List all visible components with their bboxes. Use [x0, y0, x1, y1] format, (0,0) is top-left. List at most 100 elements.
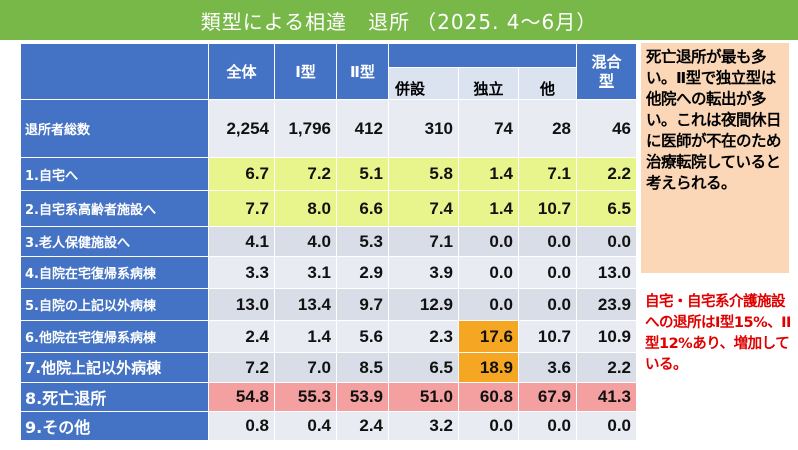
cell-value: 7.1 — [517, 157, 578, 191]
row-label: 6.他院在宅復帰系病棟 — [20, 320, 209, 353]
cell-value: 55.3 — [274, 382, 337, 412]
cell-value: 5.3 — [336, 226, 389, 257]
cell-value: 6.5 — [388, 352, 459, 383]
cell-value: 74 — [458, 99, 519, 158]
header-mixed-line1: 混合 — [591, 52, 622, 71]
table-row: 7.他院上記以外病棟 7.2 7.0 8.5 6.5 18.9 3.6 2.2 — [20, 352, 638, 383]
cell-value: 8.5 — [336, 352, 389, 383]
cell-value: 1.4 — [458, 157, 519, 191]
cell-value: 0.0 — [517, 226, 578, 257]
cell-value: 0.4 — [274, 411, 337, 441]
cell-value: 5.8 — [388, 157, 459, 191]
cell-value: 3.2 — [388, 411, 459, 441]
row-label: 4.自院在宅復帰系病棟 — [20, 256, 209, 289]
header-attached: 併設 — [388, 67, 459, 100]
cell-value: 41.3 — [576, 382, 638, 412]
cell-value: 2.2 — [576, 157, 638, 191]
row-label: 8.死亡退所 — [20, 382, 209, 412]
header-mixed: 混合 型 — [576, 43, 638, 100]
cell-value: 1.4 — [274, 320, 337, 353]
table-row-total: 退所者総数 2,254 1,796 412 310 74 28 46 — [20, 99, 638, 158]
cell-value: 51.0 — [388, 382, 459, 412]
comment-box: 死亡退所が最も多い。Ⅱ型で独立型は他院への転出が多い。これは夜間休日に医師が不在… — [641, 43, 789, 273]
cell-value: 67.9 — [517, 382, 578, 412]
page-subtitle: （2025. 4〜6月） — [416, 9, 598, 34]
cell-value: 0.0 — [517, 411, 578, 441]
cell-value: 1,796 — [274, 99, 337, 158]
cell-value: 5.6 — [336, 320, 389, 353]
header-mixed-line2: 型 — [599, 71, 615, 90]
cell-value: 28 — [517, 99, 578, 158]
cell-value: 0.0 — [576, 226, 638, 257]
table-row: 1.自宅へ 6.7 7.2 5.1 5.8 1.4 7.1 2.2 — [20, 157, 638, 191]
header-type2-group — [387, 43, 578, 68]
title-bar: 類型による相違 退所 （2025. 4〜6月） — [0, 0, 798, 40]
row-label: 3.老人保健施設へ — [20, 226, 209, 257]
cell-value: 13.4 — [274, 288, 337, 321]
cell-value: 310 — [388, 99, 459, 158]
cell-value: 7.7 — [208, 190, 275, 227]
cell-value: 7.2 — [208, 352, 275, 383]
table-row: 6.他院在宅復帰系病棟 2.4 1.4 5.6 2.3 17.6 10.7 10… — [20, 320, 638, 353]
cell-value: 2.9 — [336, 256, 389, 289]
header-type1: Ⅰ型 — [274, 43, 337, 100]
cell-value: 0.0 — [458, 288, 519, 321]
cell-value: 0.0 — [458, 411, 519, 441]
table-row-death: 8.死亡退所 54.8 55.3 53.9 51.0 60.8 67.9 41.… — [20, 382, 638, 412]
cell-value: 23.9 — [576, 288, 638, 321]
cell-value: 6.7 — [208, 157, 275, 191]
cell-value: 3.3 — [208, 256, 275, 289]
cell-value: 5.1 — [336, 157, 389, 191]
page-title: 類型による相違 退所 — [200, 9, 411, 34]
cell-value: 46 — [576, 99, 638, 158]
table-row: 5.自院の上記以外病棟 13.0 13.4 9.7 12.9 0.0 0.0 2… — [20, 288, 638, 321]
header-independent: 独立 — [458, 67, 519, 100]
cell-value: 10.7 — [517, 190, 578, 227]
cell-value: 13.0 — [576, 256, 638, 289]
cell-value: 2.4 — [336, 411, 389, 441]
cell-value: 0.0 — [576, 411, 638, 441]
header-all: 全体 — [208, 43, 275, 100]
comment-red: 自宅・自宅系介護施設への退所はI型15%、II型12%あり、増加している。 — [645, 294, 791, 373]
cell-value: 2.2 — [576, 352, 638, 383]
cell-value: 3.6 — [517, 352, 578, 383]
cell-value: 1.4 — [458, 190, 519, 227]
discharge-table: 全体 Ⅰ型 Ⅱ型 混合 型 併設 独立 他 退所者総数 2,254 1,796 … — [20, 43, 638, 441]
cell-value: 60.8 — [458, 382, 519, 412]
table-row: 2.自宅系高齢者施設へ 7.7 8.0 6.6 7.4 1.4 10.7 6.5 — [20, 190, 638, 227]
cell-value-highlight: 18.9 — [458, 352, 519, 383]
cell-value: 54.8 — [208, 382, 275, 412]
table-row: 4.自院在宅復帰系病棟 3.3 3.1 2.9 3.9 0.0 0.0 13.0 — [20, 256, 638, 289]
cell-value: 0.0 — [458, 256, 519, 289]
header-corner — [20, 43, 209, 100]
header-type2: Ⅱ型 — [336, 43, 389, 100]
cell-value: 7.4 — [388, 190, 459, 227]
cell-value: 7.0 — [274, 352, 337, 383]
cell-value: 7.2 — [274, 157, 337, 191]
header-other: 他 — [517, 67, 578, 100]
row-label: 9.その他 — [20, 411, 209, 441]
cell-value: 0.0 — [517, 256, 578, 289]
row-label: 2.自宅系高齢者施設へ — [20, 190, 209, 227]
cell-value: 4.1 — [208, 226, 275, 257]
cell-value: 0.0 — [517, 288, 578, 321]
cell-value: 412 — [336, 99, 389, 158]
cell-value: 0.8 — [208, 411, 275, 441]
cell-value: 2,254 — [208, 99, 275, 158]
row-label: 1.自宅へ — [20, 157, 209, 191]
cell-value: 0.0 — [458, 226, 519, 257]
cell-value: 6.5 — [576, 190, 638, 227]
cell-value-highlight: 17.6 — [458, 320, 519, 353]
cell-value: 8.0 — [274, 190, 337, 227]
table-row: 3.老人保健施設へ 4.1 4.0 5.3 7.1 0.0 0.0 0.0 — [20, 226, 638, 257]
cell-value: 9.7 — [336, 288, 389, 321]
cell-value: 3.1 — [274, 256, 337, 289]
cell-value: 53.9 — [336, 382, 389, 412]
table-row: 9.その他 0.8 0.4 2.4 3.2 0.0 0.0 0.0 — [20, 411, 638, 441]
cell-value: 4.0 — [274, 226, 337, 257]
cell-value: 13.0 — [208, 288, 275, 321]
row-label: 7.他院上記以外病棟 — [20, 352, 209, 383]
cell-value: 2.4 — [208, 320, 275, 353]
cell-value: 12.9 — [388, 288, 459, 321]
row-label: 退所者総数 — [20, 99, 209, 158]
